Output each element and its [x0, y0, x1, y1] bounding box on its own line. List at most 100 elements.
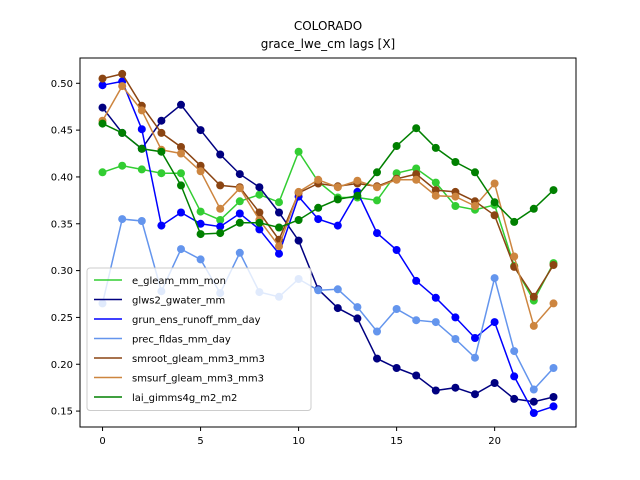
series-line-smroot-gleam-mm3-mm3	[102, 73, 555, 299]
data-point-lai-gimms4g-m2-m2	[177, 181, 185, 190]
data-point-lai-gimms4g-m2-m2	[333, 195, 342, 204]
data-point-lai-gimms4g-m2-m2	[137, 144, 146, 153]
data-point-grun-ens-runoff-mm-day	[471, 334, 479, 342]
series-lai-gimms4g-m2-m2	[98, 119, 558, 239]
data-point-smroot-gleam-mm3-mm3	[98, 74, 107, 83]
x-tick-label: 15	[390, 436, 403, 447]
data-point-grun-ens-runoff-mm-day	[98, 81, 107, 90]
y-tick-label: 0.35	[51, 219, 73, 230]
data-point-smsurf-gleam-mm3-mm3	[471, 202, 479, 210]
data-point-grun-ens-runoff-mm-day	[255, 225, 264, 234]
data-point-prec-fldas-mm-day	[137, 217, 146, 225]
chart-subtitle: grace_lwe_cm lags [X]	[261, 37, 395, 51]
data-point-lai-gimms4g-m2-m2	[510, 217, 519, 226]
legend: e_gleam_mm_mon glws2_gwater_mm grun_ens_ru…	[86, 267, 312, 411]
x-tick-label: 20	[488, 436, 501, 447]
data-point-lai-gimms4g-m2-m2	[275, 223, 283, 232]
data-point-glws2-gwater-mm	[529, 397, 538, 406]
data-point-glws2-gwater-mm	[471, 390, 479, 399]
x-tick-label: 5	[197, 436, 203, 447]
data-point-e-gleam-mm-mon	[392, 169, 401, 178]
data-point-prec-fldas-mm-day	[549, 364, 558, 372]
data-point-prec-fldas-mm-day	[314, 286, 323, 295]
data-point-smsurf-gleam-mm3-mm3	[118, 82, 127, 91]
axes: 0 5 10 15 20 0.15 0.20 0.25 0.30 0.35 0.40 0.45 0.50	[51, 79, 501, 447]
legend-label-grun-ens-runoff-mm-day: grun_ens_runoff_mm_day	[132, 315, 261, 326]
legend-box	[86, 267, 312, 411]
data-point-e-gleam-mm-mon	[235, 197, 244, 206]
data-point-grun-ens-runoff-mm-day	[549, 402, 558, 411]
data-point-lai-gimms4g-m2-m2	[294, 216, 303, 224]
data-point-smsurf-gleam-mm3-mm3	[333, 183, 342, 192]
data-point-lai-gimms4g-m2-m2	[118, 128, 127, 137]
legend-label-smsurf-gleam-mm3-mm3: smsurf_gleam_mm3_mm3	[132, 374, 264, 385]
data-point-lai-gimms4g-m2-m2	[314, 203, 323, 212]
data-point-grun-ens-runoff-mm-day	[314, 215, 323, 224]
data-point-glws2-gwater-mm	[412, 371, 421, 380]
data-point-lai-gimms4g-m2-m2	[373, 168, 381, 177]
data-point-smroot-gleam-mm3-mm3	[216, 181, 225, 190]
data-point-lai-gimms4g-m2-m2	[255, 218, 264, 227]
data-point-e-gleam-mm-mon	[294, 147, 303, 156]
data-point-grun-ens-runoff-mm-day	[275, 249, 283, 258]
data-point-smsurf-gleam-mm3-mm3	[196, 167, 205, 176]
data-point-prec-fldas-mm-day	[373, 327, 381, 336]
data-point-lai-gimms4g-m2-m2	[412, 124, 421, 133]
data-point-smroot-gleam-mm3-mm3	[490, 211, 499, 220]
data-point-e-gleam-mm-mon	[412, 164, 421, 173]
data-point-lai-gimms4g-m2-m2	[216, 229, 225, 238]
data-point-grun-ens-runoff-mm-day	[431, 293, 440, 302]
data-point-prec-fldas-mm-day	[431, 318, 440, 327]
data-point-smroot-gleam-mm3-mm3	[529, 292, 538, 301]
y-tick-label: 0.30	[51, 266, 73, 277]
data-point-e-gleam-mm-mon	[118, 161, 127, 170]
data-point-glws2-gwater-mm	[549, 393, 558, 401]
data-point-prec-fldas-mm-day	[235, 248, 244, 257]
data-point-glws2-gwater-mm	[431, 386, 440, 395]
data-point-e-gleam-mm-mon	[196, 207, 205, 216]
data-point-glws2-gwater-mm	[451, 383, 460, 392]
data-point-glws2-gwater-mm	[333, 304, 342, 313]
data-point-e-gleam-mm-mon	[137, 165, 146, 174]
data-point-smroot-gleam-mm3-mm3	[177, 143, 185, 151]
data-point-smsurf-gleam-mm3-mm3	[314, 175, 323, 184]
data-point-prec-fldas-mm-day	[451, 335, 460, 343]
data-point-smroot-gleam-mm3-mm3	[549, 261, 558, 269]
data-point-glws2-gwater-mm	[510, 394, 519, 403]
data-point-grun-ens-runoff-mm-day	[235, 209, 244, 218]
data-point-grun-ens-runoff-mm-day	[490, 318, 499, 327]
data-point-e-gleam-mm-mon	[98, 168, 107, 177]
data-point-smsurf-gleam-mm3-mm3	[431, 191, 440, 200]
legend-label-glws2-gwater-mm: glws2_gwater_mm	[132, 296, 225, 307]
data-point-glws2-gwater-mm	[490, 379, 499, 387]
data-point-grun-ens-runoff-mm-day	[510, 372, 519, 381]
data-point-grun-ens-runoff-mm-day	[196, 219, 205, 228]
data-point-smsurf-gleam-mm3-mm3	[235, 184, 244, 193]
data-point-lai-gimms4g-m2-m2	[490, 198, 499, 207]
data-point-lai-gimms4g-m2-m2	[196, 230, 205, 239]
data-point-smsurf-gleam-mm3-mm3	[451, 192, 460, 201]
legend-label-smroot-gleam-mm3-mm3: smroot_gleam_mm3_mm3	[132, 354, 265, 365]
data-point-prec-fldas-mm-day	[471, 353, 479, 362]
y-tick-label: 0.45	[51, 126, 73, 137]
data-point-e-gleam-mm-mon	[157, 169, 166, 178]
data-point-smsurf-gleam-mm3-mm3	[275, 242, 283, 251]
data-point-lai-gimms4g-m2-m2	[98, 119, 107, 128]
legend-label-prec-fldas-mm-day: prec_fldas_mm_day	[132, 335, 231, 346]
data-point-lai-gimms4g-m2-m2	[235, 218, 244, 227]
data-point-lai-gimms4g-m2-m2	[353, 191, 362, 200]
data-point-smroot-gleam-mm3-mm3	[157, 128, 166, 137]
data-point-lai-gimms4g-m2-m2	[549, 186, 558, 195]
data-point-smsurf-gleam-mm3-mm3	[294, 187, 303, 196]
series-line-prec-fldas-mm-day	[101, 218, 555, 391]
data-point-smsurf-gleam-mm3-mm3	[177, 149, 185, 158]
series-smsurf-gleam-mm3-mm3	[98, 82, 558, 330]
data-point-grun-ens-runoff-mm-day	[373, 229, 381, 238]
data-point-smsurf-gleam-mm3-mm3	[137, 106, 146, 115]
series-smroot-gleam-mm3-mm3	[98, 69, 558, 301]
data-point-smroot-gleam-mm3-mm3	[196, 161, 205, 170]
data-point-e-gleam-mm-mon	[177, 169, 185, 178]
data-point-prec-fldas-mm-day	[412, 316, 421, 325]
data-point-smsurf-gleam-mm3-mm3	[216, 204, 225, 213]
data-point-glws2-gwater-mm	[216, 150, 225, 159]
